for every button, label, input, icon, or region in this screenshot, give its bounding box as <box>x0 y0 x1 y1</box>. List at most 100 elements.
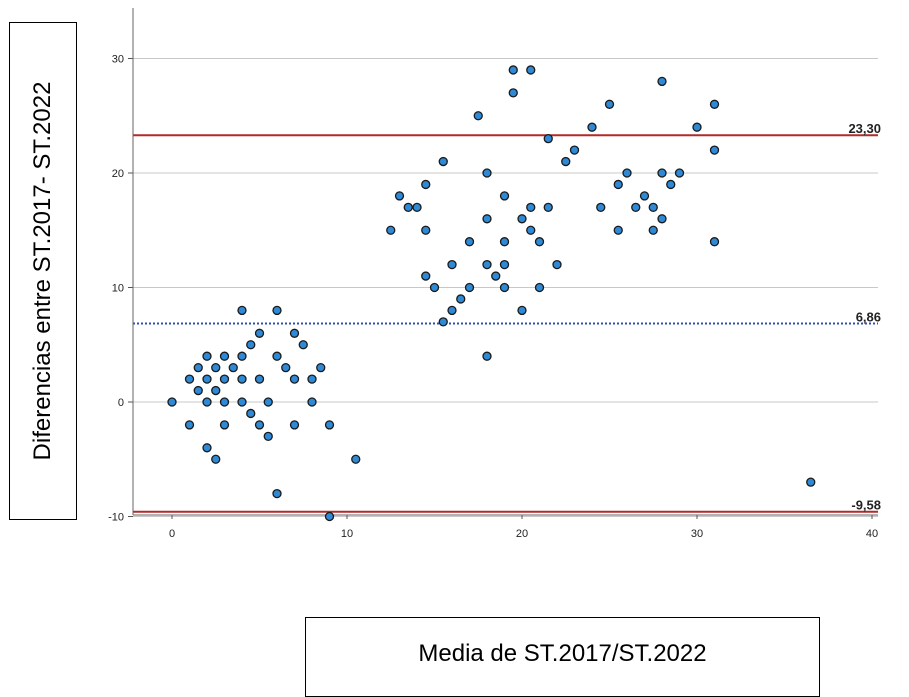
reference-line-label: 6,86 <box>856 309 881 324</box>
data-point <box>184 374 195 384</box>
data-point <box>246 340 256 350</box>
data-point <box>421 225 431 235</box>
data-point <box>219 351 230 361</box>
data-point <box>631 202 641 213</box>
data-point <box>674 168 685 178</box>
data-point <box>202 374 212 384</box>
data-point <box>508 88 518 98</box>
data-point <box>499 282 510 293</box>
data-point <box>307 374 317 384</box>
data-point <box>272 351 282 361</box>
data-point <box>324 420 335 430</box>
data-point <box>709 237 720 247</box>
data-point <box>447 259 457 270</box>
data-point <box>307 397 317 407</box>
data-point <box>526 202 536 213</box>
data-point <box>561 156 571 167</box>
data-point <box>666 179 676 190</box>
x-tick-label: 30 <box>691 528 703 540</box>
data-point <box>499 259 510 270</box>
data-point <box>526 225 536 235</box>
data-point <box>351 454 361 464</box>
gridlines <box>133 58 878 517</box>
data-point <box>429 282 440 293</box>
data-point <box>289 420 300 430</box>
data-point <box>526 65 536 75</box>
data-point <box>254 328 265 338</box>
x-axis-label: Media de ST.2017/ST.2022 <box>418 640 707 667</box>
data-point <box>421 271 431 281</box>
data-point <box>447 305 457 316</box>
data-point <box>211 362 221 373</box>
data-point <box>648 202 658 213</box>
data-point <box>237 374 247 384</box>
data-point <box>263 431 273 442</box>
data-point <box>263 397 273 407</box>
data-point <box>272 305 282 316</box>
scatter-chart: 23,30 6,86 -9,58 -10 0 10 20 30 0 10 20 30 40 <box>108 8 881 541</box>
data-point <box>552 259 562 270</box>
data-point <box>456 294 466 304</box>
data-point <box>517 214 527 224</box>
data-point <box>228 362 238 373</box>
x-tick-label: 10 <box>341 528 353 540</box>
data-point <box>193 385 203 396</box>
data-point <box>394 191 405 201</box>
data-point <box>237 305 247 316</box>
data-point <box>386 225 396 235</box>
data-point <box>184 420 195 430</box>
axes <box>128 8 878 519</box>
data-point <box>499 191 510 201</box>
y-tick-label: -10 <box>108 512 124 524</box>
data-point <box>246 408 256 419</box>
data-point <box>167 397 177 407</box>
data-point <box>219 397 230 407</box>
data-point <box>464 282 475 293</box>
data-point <box>534 282 545 293</box>
data-point <box>324 511 335 522</box>
data-point <box>438 317 448 327</box>
data-point <box>219 374 230 384</box>
data-point <box>491 271 501 281</box>
data-point <box>211 454 221 464</box>
data-point <box>499 237 510 247</box>
data-point <box>254 374 265 384</box>
data-point <box>587 122 597 132</box>
data-point <box>692 122 702 132</box>
data-point <box>193 362 203 373</box>
data-point <box>613 179 623 190</box>
data-point <box>254 420 265 430</box>
y-tick-label: 30 <box>112 54 124 66</box>
data-point <box>657 214 667 224</box>
data-point <box>289 328 300 338</box>
reference-line-label: -9,58 <box>851 498 881 513</box>
data-point <box>211 385 221 396</box>
data-point <box>403 202 413 213</box>
data-point <box>639 191 650 201</box>
x-tick-label: 40 <box>866 528 878 540</box>
data-point <box>517 305 527 316</box>
data-point <box>219 420 230 430</box>
data-point <box>272 488 282 499</box>
data-point <box>298 340 308 350</box>
data-point <box>482 259 492 270</box>
data-point <box>289 374 300 384</box>
tick-labels: -10 0 10 20 30 0 10 20 30 40 <box>108 54 878 541</box>
data-point <box>543 202 553 213</box>
data-point <box>202 397 212 407</box>
data-point <box>464 237 475 247</box>
data-point <box>709 145 720 155</box>
data-point <box>543 133 553 144</box>
data-point <box>202 351 212 361</box>
data-point <box>709 99 720 109</box>
x-tick-label: 20 <box>516 528 528 540</box>
data-point <box>412 202 422 213</box>
data-point <box>657 76 667 87</box>
data-point <box>281 362 291 373</box>
y-tick-label: 0 <box>118 397 124 409</box>
data-point <box>482 168 492 178</box>
data-point <box>806 477 816 487</box>
data-point <box>482 214 492 224</box>
data-point <box>648 225 658 235</box>
data-point <box>604 99 615 109</box>
